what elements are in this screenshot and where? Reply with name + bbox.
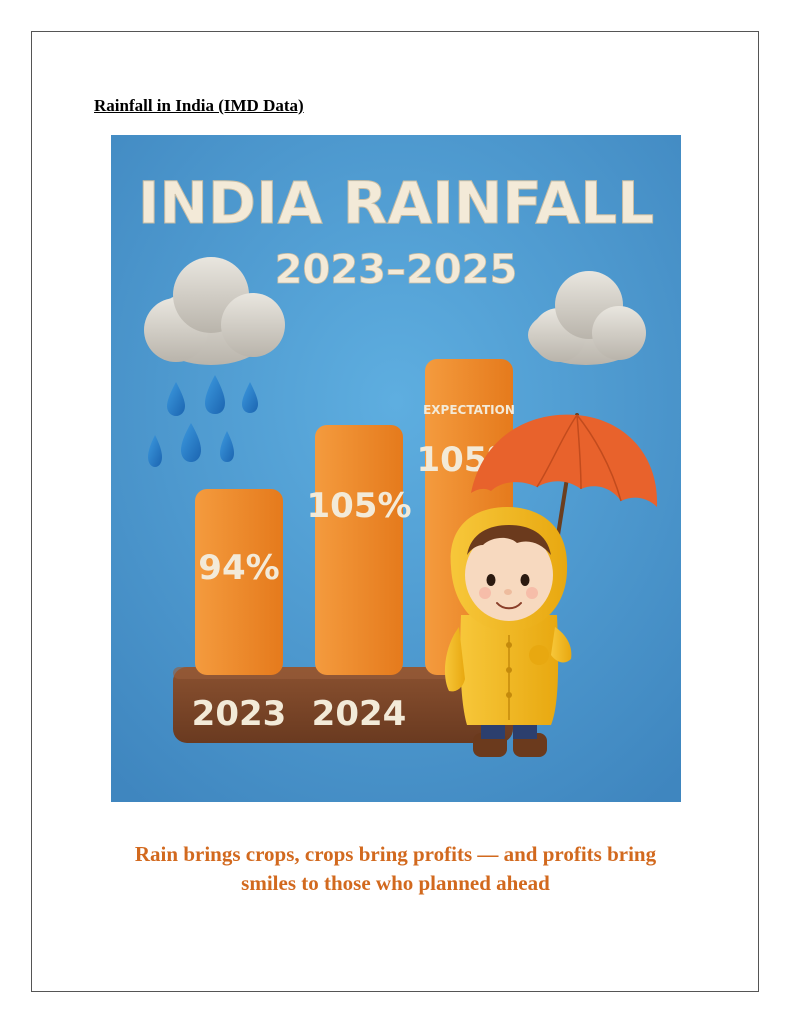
- caption-line-1: Rain brings crops, crops bring profits —…: [134, 842, 657, 866]
- bar-2024: [315, 425, 403, 675]
- page-border: [31, 31, 759, 992]
- umbrella-icon: [471, 414, 658, 507]
- bar-annotation: EXPECTATION: [423, 403, 515, 417]
- poster-chart: INDIA RAINFALL 2023–2025 94% 2023 105%: [111, 135, 681, 802]
- rainfall-poster: INDIA RAINFALL 2023–2025 94% 2023 105%: [111, 135, 681, 802]
- cloud-left-icon: [144, 257, 285, 365]
- document-heading: Rainfall in India (IMD Data): [94, 96, 304, 115]
- category-label: 2023: [192, 694, 287, 734]
- poster-title: INDIA RAINFALL: [138, 169, 654, 237]
- caption-line-2: smiles to those who planned ahead: [241, 871, 550, 895]
- hair: [467, 525, 551, 555]
- bar-value-label: 94%: [198, 548, 279, 588]
- bar-2023: [195, 489, 283, 675]
- raindrops-icon: [148, 375, 258, 467]
- poster-subtitle: 2023–2025: [275, 247, 518, 293]
- child-figure: [444, 413, 658, 757]
- document-caption: Rain brings crops, crops bring profits —…: [60, 840, 731, 898]
- cloud-right-icon: [528, 271, 646, 365]
- category-label: 2024: [312, 694, 407, 734]
- bar-value-label: 105%: [306, 486, 411, 526]
